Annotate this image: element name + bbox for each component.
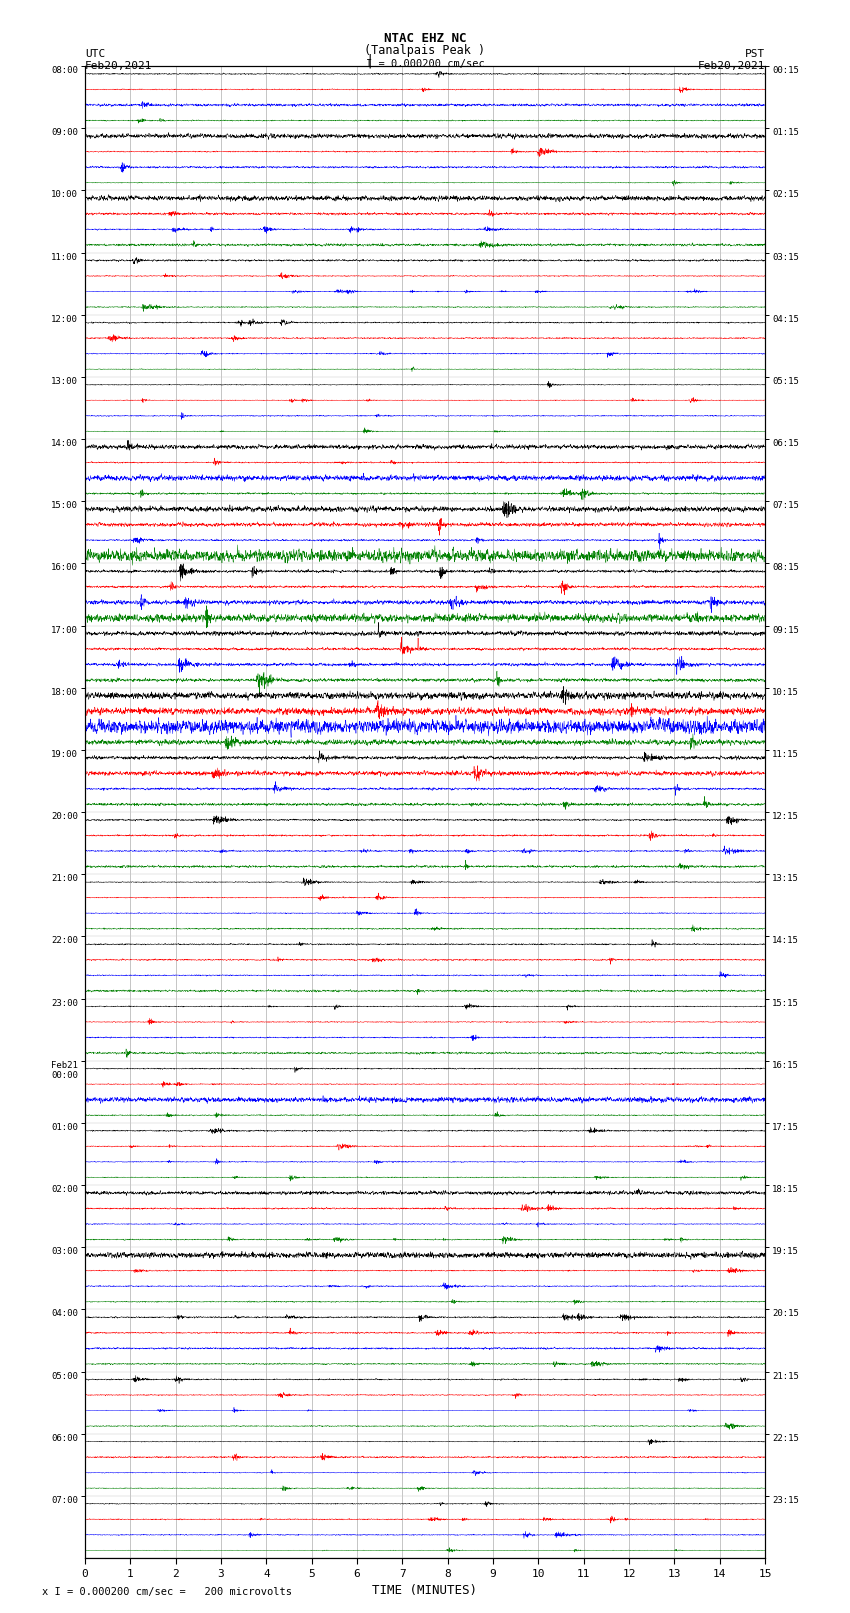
Text: I = 0.000200 cm/sec: I = 0.000200 cm/sec (366, 60, 484, 69)
Text: Feb20,2021: Feb20,2021 (85, 61, 152, 71)
Text: |: | (366, 53, 374, 68)
Text: UTC: UTC (85, 48, 105, 58)
Text: Feb20,2021: Feb20,2021 (698, 61, 765, 71)
Text: (Tanalpais Peak ): (Tanalpais Peak ) (365, 44, 485, 58)
Text: x I = 0.000200 cm/sec =   200 microvolts: x I = 0.000200 cm/sec = 200 microvolts (42, 1587, 292, 1597)
Text: NTAC EHZ NC: NTAC EHZ NC (383, 32, 467, 45)
Text: PST: PST (745, 48, 765, 58)
X-axis label: TIME (MINUTES): TIME (MINUTES) (372, 1584, 478, 1597)
